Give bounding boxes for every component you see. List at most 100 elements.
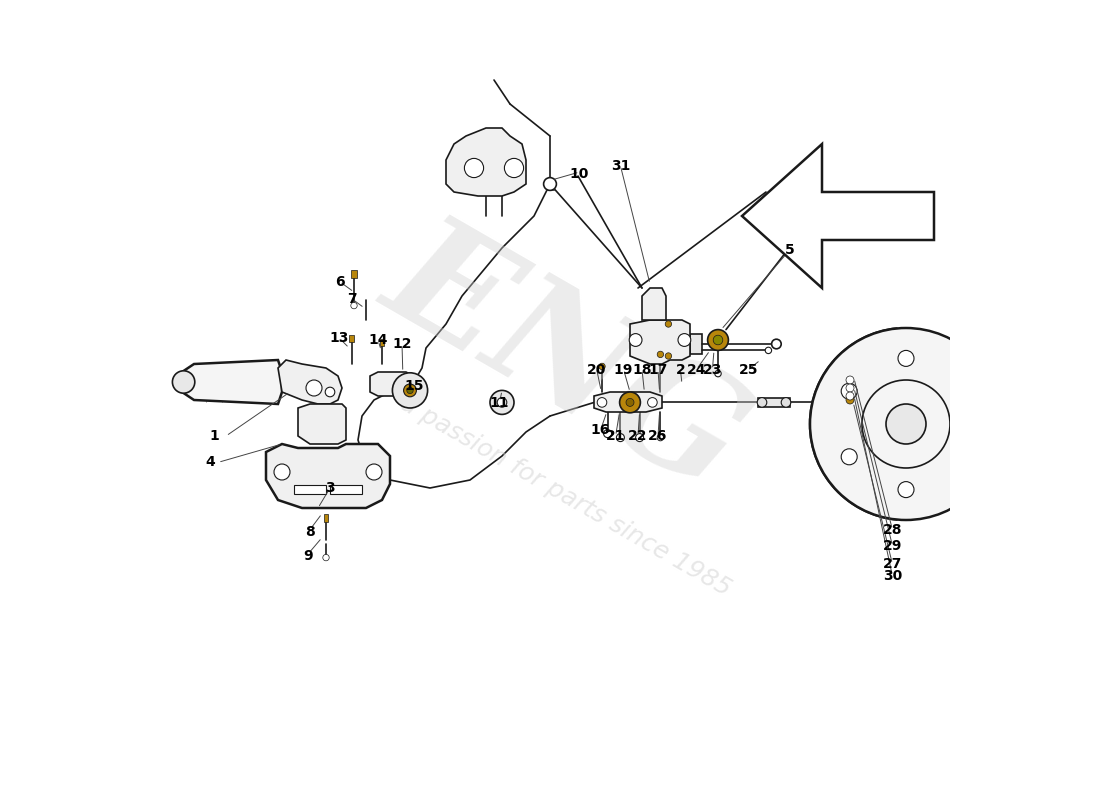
Circle shape (464, 158, 484, 178)
Text: 17: 17 (648, 362, 668, 377)
Circle shape (886, 404, 926, 444)
Circle shape (543, 178, 557, 190)
Text: 18: 18 (632, 362, 651, 377)
Text: 19: 19 (614, 362, 634, 377)
Circle shape (636, 434, 644, 442)
Circle shape (366, 464, 382, 480)
Circle shape (846, 384, 854, 392)
Text: 1: 1 (209, 429, 219, 443)
Circle shape (955, 383, 971, 399)
Text: 21: 21 (606, 429, 625, 443)
Circle shape (781, 398, 791, 407)
Text: 9: 9 (304, 549, 313, 563)
Circle shape (898, 482, 914, 498)
Text: 6: 6 (334, 274, 344, 289)
Text: 13: 13 (330, 330, 350, 345)
Circle shape (657, 434, 663, 441)
Polygon shape (446, 128, 526, 196)
Text: 29: 29 (882, 538, 902, 553)
Text: 4: 4 (205, 455, 214, 470)
Circle shape (306, 380, 322, 396)
Circle shape (757, 398, 767, 407)
Circle shape (666, 353, 672, 359)
Circle shape (666, 321, 672, 327)
Circle shape (766, 347, 771, 354)
Text: 20: 20 (586, 362, 606, 377)
Text: 25: 25 (739, 362, 758, 377)
Polygon shape (642, 288, 666, 320)
Circle shape (619, 392, 640, 413)
Polygon shape (182, 360, 282, 404)
Text: 30: 30 (883, 569, 902, 583)
Circle shape (846, 396, 854, 404)
Polygon shape (266, 444, 390, 508)
Text: 15: 15 (405, 378, 424, 393)
Polygon shape (742, 144, 934, 288)
Circle shape (898, 350, 914, 366)
Text: 26: 26 (648, 429, 668, 443)
Circle shape (351, 302, 358, 309)
Circle shape (604, 430, 612, 438)
Circle shape (715, 370, 722, 377)
Circle shape (598, 363, 605, 370)
Circle shape (657, 351, 663, 358)
Circle shape (322, 554, 329, 561)
Circle shape (842, 449, 857, 465)
Polygon shape (630, 320, 690, 364)
Circle shape (713, 335, 723, 345)
Bar (758, 398, 790, 407)
Bar (323, 514, 329, 522)
Bar (351, 270, 358, 278)
Circle shape (707, 330, 728, 350)
Circle shape (173, 370, 195, 393)
Circle shape (810, 328, 1002, 520)
Text: 7: 7 (348, 292, 358, 306)
Circle shape (490, 390, 514, 414)
Text: 24: 24 (686, 362, 706, 377)
Bar (379, 339, 384, 346)
Text: 28: 28 (882, 522, 902, 537)
Circle shape (407, 387, 414, 394)
Circle shape (274, 464, 290, 480)
Text: 3: 3 (326, 481, 334, 495)
Text: ENG: ENG (362, 199, 771, 521)
Bar (294, 485, 326, 494)
Circle shape (648, 398, 657, 407)
Circle shape (326, 387, 334, 397)
Circle shape (771, 339, 781, 349)
Polygon shape (298, 404, 346, 444)
Circle shape (626, 398, 634, 406)
Bar (349, 335, 354, 342)
Circle shape (678, 334, 691, 346)
Text: 27: 27 (882, 557, 902, 571)
Bar (850, 400, 870, 448)
Polygon shape (278, 360, 342, 404)
Circle shape (616, 434, 625, 442)
Circle shape (404, 384, 417, 397)
Polygon shape (370, 372, 414, 396)
Circle shape (629, 334, 642, 346)
Text: a passion for parts since 1985: a passion for parts since 1985 (396, 391, 736, 601)
Circle shape (505, 158, 524, 178)
Text: 14: 14 (368, 333, 387, 347)
Bar (690, 334, 702, 354)
Text: 31: 31 (610, 158, 630, 173)
Circle shape (497, 398, 507, 407)
Circle shape (842, 383, 857, 399)
Bar (546, 186, 554, 190)
Circle shape (597, 398, 607, 407)
Bar (330, 485, 362, 494)
Text: 5: 5 (785, 242, 795, 257)
Text: 22: 22 (628, 429, 648, 443)
Circle shape (846, 376, 854, 384)
Text: 23: 23 (703, 362, 722, 377)
Circle shape (955, 449, 971, 465)
Text: 10: 10 (570, 166, 590, 181)
Text: 11: 11 (490, 396, 509, 410)
Text: 16: 16 (591, 423, 611, 438)
Polygon shape (594, 392, 662, 412)
Text: 8: 8 (305, 525, 315, 539)
Circle shape (846, 392, 854, 400)
Text: 2: 2 (675, 362, 685, 377)
Circle shape (393, 373, 428, 408)
